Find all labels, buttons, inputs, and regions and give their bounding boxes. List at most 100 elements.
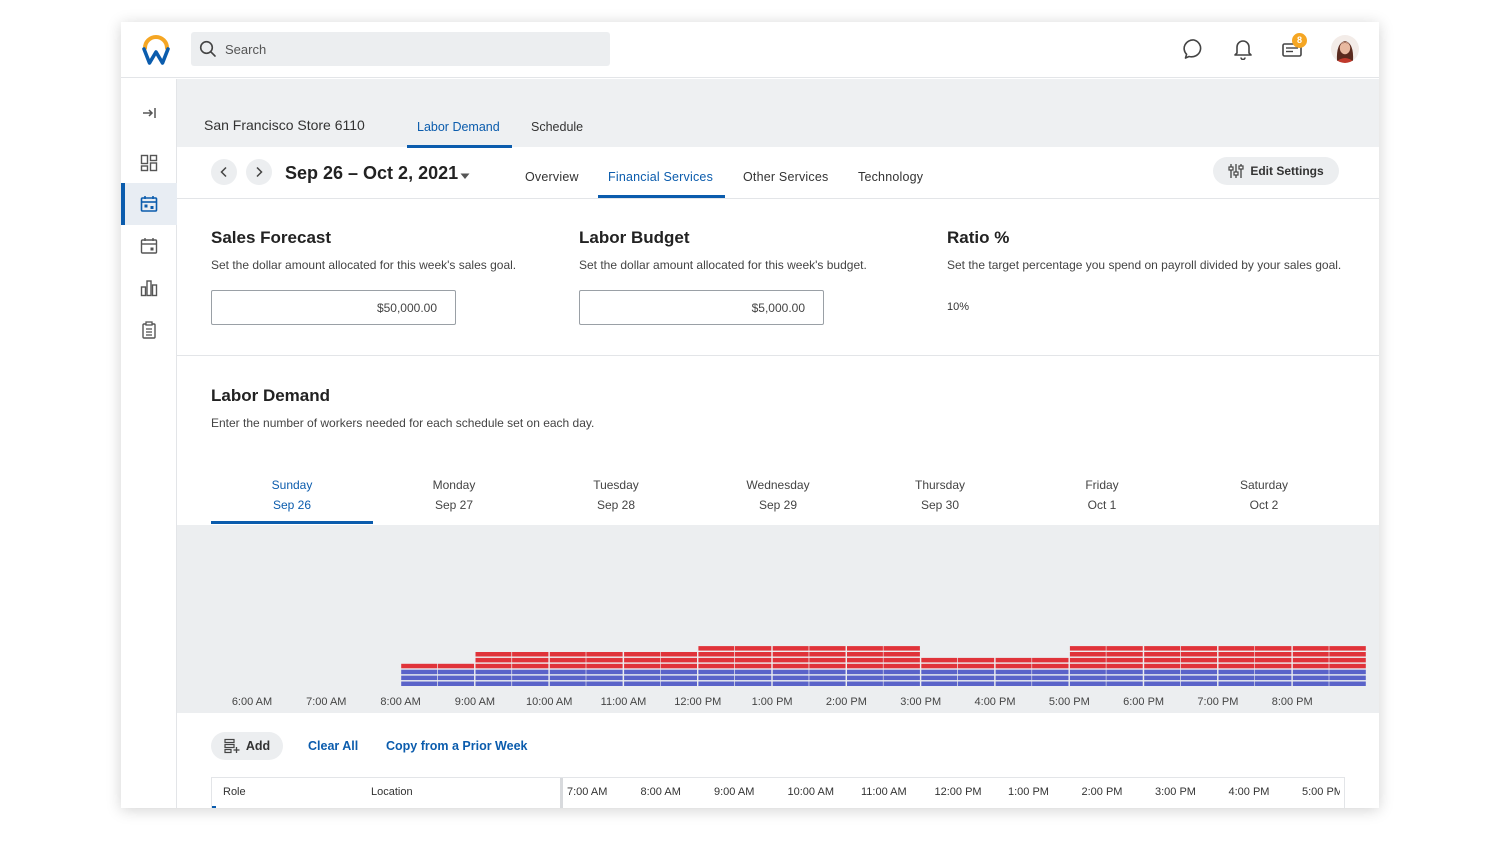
demand-bar-segment-red[interactable] [660, 657, 698, 663]
demand-bar-segment-red[interactable] [735, 646, 772, 651]
expand-sidebar-icon[interactable] [121, 92, 177, 134]
demand-bar-segment-blue[interactable] [1292, 681, 1329, 687]
demand-bar-segment-red[interactable] [883, 652, 921, 657]
demand-bar-segment-blue[interactable] [1032, 675, 1069, 681]
demand-bar-segment-blue[interactable] [549, 675, 586, 681]
demand-bar-segment-blue[interactable] [772, 675, 809, 681]
demand-bar-segment-red[interactable] [995, 663, 1032, 669]
demand-bar-segment-blue[interactable] [400, 681, 438, 687]
demand-bar-segment-red[interactable] [735, 652, 772, 657]
demand-bar-segment-blue[interactable] [623, 681, 661, 687]
demand-bar-segment-red[interactable] [1032, 663, 1069, 669]
next-week-button[interactable] [246, 159, 272, 185]
demand-bar-segment-blue[interactable] [809, 681, 846, 687]
demand-bar-segment-blue[interactable] [474, 669, 512, 675]
demand-bar-segment-blue[interactable] [846, 681, 883, 687]
demand-bar-segment-red[interactable] [1143, 646, 1181, 651]
demand-bar-segment-red[interactable] [772, 663, 809, 669]
demand-bar-segment-blue[interactable] [437, 681, 475, 687]
demand-bar-segment-red[interactable] [586, 652, 623, 657]
demand-bar-segment-blue[interactable] [772, 669, 809, 675]
demand-bar-segment-blue[interactable] [1329, 681, 1366, 687]
copy-prior-week-button[interactable]: Copy from a Prior Week [386, 739, 528, 753]
demand-bar-segment-blue[interactable] [772, 681, 809, 687]
demand-bar-segment-red[interactable] [1255, 652, 1292, 657]
demand-bar-segment-red[interactable] [697, 663, 735, 669]
demand-bar-segment-red[interactable] [1329, 646, 1366, 651]
location-column-header[interactable]: Location [371, 786, 413, 798]
demand-bar-segment-red[interactable] [772, 657, 809, 663]
demand-bar-segment-red[interactable] [512, 663, 549, 669]
demand-bar-segment-blue[interactable] [1143, 681, 1181, 687]
demand-bar-segment-red[interactable] [809, 657, 846, 663]
demand-bar-segment-red[interactable] [1069, 663, 1106, 669]
demand-bar-segment-blue[interactable] [1255, 669, 1292, 675]
labor-demand-calendar-icon[interactable] [121, 183, 177, 225]
demand-bar-segment-red[interactable] [623, 657, 661, 663]
role-column-header[interactable]: Role [223, 786, 246, 798]
previous-week-button[interactable] [211, 159, 237, 185]
labor-budget-input[interactable] [579, 290, 824, 325]
demand-bar-segment-blue[interactable] [883, 675, 921, 681]
demand-bar-segment-red[interactable] [1069, 652, 1106, 657]
demand-bar-segment-blue[interactable] [1106, 675, 1143, 681]
demand-bar-segment-red[interactable] [1106, 663, 1143, 669]
dashboard-icon[interactable] [121, 142, 177, 184]
demand-bar-segment-red[interactable] [697, 657, 735, 663]
demand-bar-segment-red[interactable] [995, 657, 1032, 663]
edit-settings-button[interactable]: Edit Settings [1213, 157, 1339, 185]
demand-bar-segment-red[interactable] [735, 663, 772, 669]
demand-bar-segment-red[interactable] [1106, 652, 1143, 657]
demand-bar-segment-red[interactable] [549, 663, 586, 669]
day-tab-tuesday[interactable]: Tuesday Sep 28 [535, 475, 697, 515]
demand-bar-segment-red[interactable] [586, 663, 623, 669]
demand-bar-segment-red[interactable] [1217, 657, 1255, 663]
demand-bar-segment-red[interactable] [1180, 652, 1218, 657]
demand-bar-segment-red[interactable] [846, 663, 883, 669]
demand-bar-segment-blue[interactable] [1032, 669, 1069, 675]
demand-bar-segment-red[interactable] [623, 663, 661, 669]
demand-bar-segment-red[interactable] [772, 646, 809, 651]
demand-bar-segment-red[interactable] [846, 657, 883, 663]
demand-bar-segment-blue[interactable] [1180, 681, 1218, 687]
caret-down-icon[interactable] [460, 167, 470, 185]
demand-bar-segment-red[interactable] [1180, 646, 1218, 651]
demand-bar-segment-blue[interactable] [512, 681, 549, 687]
demand-bar-segment-blue[interactable] [1329, 675, 1366, 681]
demand-bar-segment-blue[interactable] [809, 669, 846, 675]
demand-bar-segment-blue[interactable] [1069, 681, 1106, 687]
demand-bar-segment-blue[interactable] [995, 675, 1032, 681]
demand-bar-segment-red[interactable] [474, 663, 512, 669]
demand-bar-segment-blue[interactable] [735, 675, 772, 681]
demand-bar-segment-blue[interactable] [995, 669, 1032, 675]
demand-bar-segment-red[interactable] [1292, 646, 1329, 651]
demand-bar-segment-blue[interactable] [957, 675, 995, 681]
demand-bar-segment-blue[interactable] [920, 669, 958, 675]
clear-all-button[interactable]: Clear All [308, 739, 359, 753]
demand-bar-segment-red[interactable] [1143, 652, 1181, 657]
demand-bar-segment-blue[interactable] [660, 681, 698, 687]
demand-bar-segment-red[interactable] [623, 652, 661, 657]
demand-bar-segment-red[interactable] [512, 657, 549, 663]
search-bar[interactable] [191, 32, 610, 66]
demand-bar-segment-red[interactable] [1069, 646, 1106, 651]
day-tab-monday[interactable]: Monday Sep 27 [373, 475, 535, 515]
demand-bar-segment-red[interactable] [1255, 663, 1292, 669]
demand-bar-segment-red[interactable] [1217, 663, 1255, 669]
day-tab-friday[interactable]: Friday Oct 1 [1021, 475, 1183, 515]
demand-bar-segment-red[interactable] [586, 657, 623, 663]
demand-bar-segment-blue[interactable] [400, 675, 438, 681]
demand-bar-segment-red[interactable] [549, 652, 586, 657]
demand-bar-segment-red[interactable] [697, 646, 735, 651]
demand-bar-segment-red[interactable] [883, 663, 921, 669]
reports-chart-icon[interactable] [121, 267, 177, 309]
demand-bar-segment-blue[interactable] [809, 675, 846, 681]
demand-bar-segment-blue[interactable] [957, 669, 995, 675]
search-input[interactable] [225, 32, 595, 66]
demand-bar-segment-blue[interactable] [1329, 669, 1366, 675]
demand-bar-segment-red[interactable] [1106, 646, 1143, 651]
demand-bar-segment-blue[interactable] [1217, 681, 1255, 687]
column-resize-handle[interactable] [560, 778, 563, 808]
demand-bar-segment-red[interactable] [1292, 657, 1329, 663]
demand-bar-segment-red[interactable] [1069, 657, 1106, 663]
